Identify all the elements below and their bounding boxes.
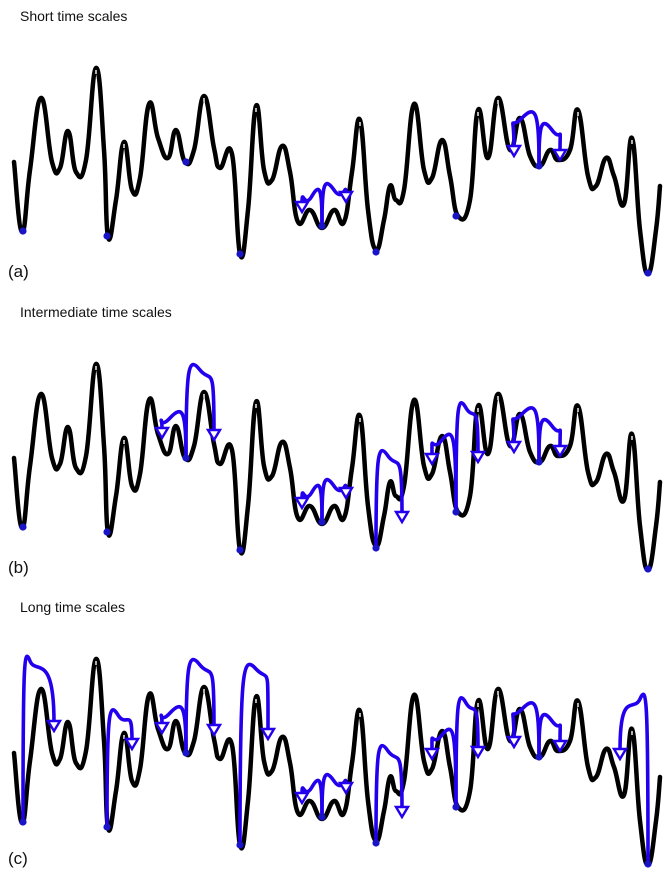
hop-arrow xyxy=(511,701,541,755)
hop-arrow-icon xyxy=(505,735,523,750)
hop-arrow-icon xyxy=(45,719,63,734)
panel-label: (c) xyxy=(8,849,28,868)
hop-arrow-icon xyxy=(551,444,569,459)
hop-arrow-icon xyxy=(551,739,569,754)
state-dot-marker xyxy=(535,162,543,170)
state-dot-marker xyxy=(372,544,380,552)
panel-a: Short time scales (a) xyxy=(0,0,670,290)
hop-arrow xyxy=(511,110,541,164)
hop-arrow xyxy=(184,657,216,753)
panel-c: Long time scales (c) xyxy=(0,591,670,881)
state-dot-marker xyxy=(644,269,652,277)
hop-arrow-icon xyxy=(123,737,141,752)
hop-arrow xyxy=(238,662,270,845)
panel-title: Intermediate time scales xyxy=(20,304,172,320)
state-dot-marker xyxy=(19,227,27,235)
hop-arrow-icon xyxy=(505,144,523,159)
state-dot-marker xyxy=(236,546,244,554)
state-dot-marker xyxy=(19,818,27,826)
hop-arrow xyxy=(454,401,480,512)
state-dot-marker xyxy=(182,749,190,757)
state-dot-marker xyxy=(452,212,460,220)
hop-arrow-icon xyxy=(505,440,523,455)
state-dot-marker xyxy=(452,508,460,516)
hop-arrow xyxy=(511,406,541,460)
energy-landscape-curve xyxy=(11,656,663,868)
hop-arrow xyxy=(320,181,348,226)
hop-arrow xyxy=(105,708,134,827)
hop-arrow-icon xyxy=(393,805,411,820)
energy-landscape-b xyxy=(11,361,663,573)
state-dot-marker xyxy=(452,803,460,811)
state-dot-marker xyxy=(644,860,652,868)
hop-arrow-icon xyxy=(293,200,311,215)
hop-arrow-icon xyxy=(337,486,355,501)
hop-arrow-icon xyxy=(205,723,223,738)
hop-arrow xyxy=(21,654,56,823)
hop-arrow xyxy=(184,362,216,458)
state-dot-marker xyxy=(236,250,244,258)
hop-arrow xyxy=(320,477,348,522)
hop-arrow-icon xyxy=(153,426,171,441)
hop-arrow-icon xyxy=(551,148,569,163)
state-dot-marker xyxy=(19,523,27,531)
hop-arrow-icon xyxy=(153,721,171,736)
hop-arrow-icon xyxy=(469,450,487,465)
hop-arrow-icon xyxy=(611,747,629,762)
energy-landscape-a xyxy=(11,65,663,277)
hop-arrow xyxy=(537,417,563,460)
state-dot-marker xyxy=(103,823,111,831)
hop-arrow xyxy=(537,712,563,755)
hop-arrow-icon xyxy=(293,791,311,806)
energy-landscape-c xyxy=(11,654,663,868)
hop-arrow-icon xyxy=(423,747,441,762)
hop-arrow-icon xyxy=(293,496,311,511)
state-dot-marker xyxy=(182,158,190,166)
state-dot-marker xyxy=(318,518,326,526)
state-dot-marker xyxy=(103,232,111,240)
state-dot-marker xyxy=(103,528,111,536)
state-dot-marker xyxy=(182,454,190,462)
hop-arrow-icon xyxy=(393,510,411,525)
hop-arrow-icon xyxy=(337,190,355,205)
energy-landscape-curve xyxy=(11,65,663,277)
hop-arrow xyxy=(374,448,404,548)
state-dot-marker xyxy=(236,841,244,849)
state-dot-marker xyxy=(372,248,380,256)
hop-arrow-icon xyxy=(337,781,355,796)
state-dot-marker xyxy=(318,813,326,821)
hop-arrow-icon xyxy=(469,745,487,760)
hop-arrow xyxy=(320,772,348,817)
hop-arrow xyxy=(618,692,650,865)
hop-arrow-icon xyxy=(205,428,223,443)
state-dot-marker xyxy=(318,222,326,230)
panel-title: Long time scales xyxy=(20,599,126,615)
energy-landscape-curve xyxy=(11,361,663,573)
state-dot-marker xyxy=(535,458,543,466)
panel-label: (a) xyxy=(8,262,29,281)
state-dot-marker xyxy=(372,839,380,847)
hop-arrow xyxy=(374,743,404,843)
state-dot-marker xyxy=(535,753,543,761)
panel-b: Intermediate time scales (b) xyxy=(0,296,670,586)
panel-title: Short time scales xyxy=(20,8,128,24)
panel-label: (b) xyxy=(8,558,29,577)
state-dot-marker xyxy=(644,565,652,573)
hop-arrow xyxy=(537,121,563,164)
hop-arrow-icon xyxy=(423,452,441,467)
hop-arrow-icon xyxy=(259,727,277,742)
hop-arrow xyxy=(454,696,480,807)
